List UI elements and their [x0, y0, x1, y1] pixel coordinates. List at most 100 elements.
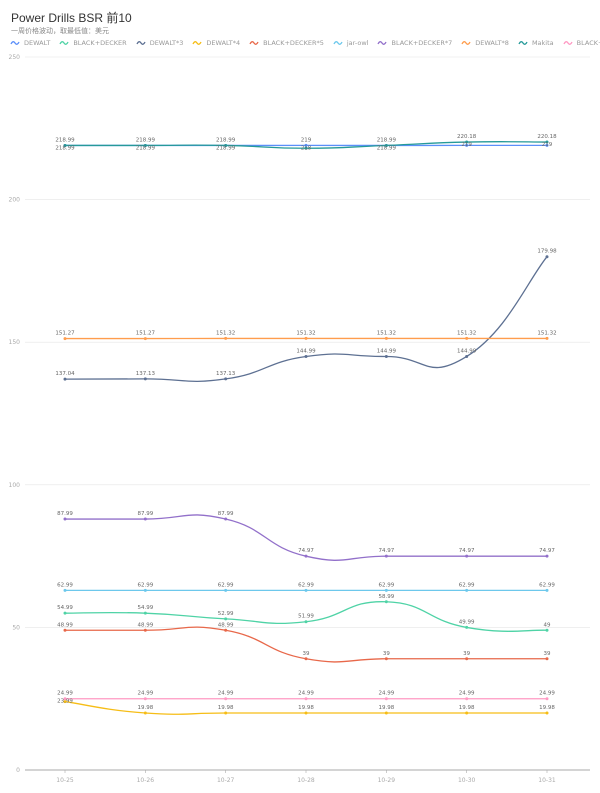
x-tick-label: 10-27	[217, 777, 235, 784]
data-point	[545, 697, 549, 701]
data-label: 24.99	[378, 691, 394, 697]
data-point	[143, 337, 147, 341]
data-label: 74.97	[298, 548, 314, 554]
data-label: 218.99	[216, 145, 236, 151]
data-point	[384, 697, 388, 701]
data-label: 218.99	[55, 137, 75, 143]
data-point	[465, 657, 469, 661]
legend-item[interactable]: DEWALT	[10, 39, 50, 47]
data-point	[465, 143, 469, 147]
data-point	[224, 697, 228, 701]
x-tick-label: 10-31	[538, 777, 556, 784]
data-label: 137.13	[216, 371, 236, 377]
data-point	[545, 657, 549, 661]
data-label: 218.99	[136, 137, 156, 143]
data-label: 24.99	[539, 691, 555, 697]
data-point	[224, 143, 228, 147]
data-label: 19.98	[378, 705, 394, 711]
legend-item[interactable]: BLACK+DECKER*10	[563, 39, 600, 47]
legend-item[interactable]: Makita	[518, 39, 554, 47]
data-point	[465, 588, 469, 592]
data-point	[143, 588, 147, 592]
data-point	[304, 620, 308, 624]
data-label: 49.99	[459, 619, 475, 625]
data-label: 62.99	[218, 582, 234, 588]
data-label: 87.99	[137, 511, 153, 517]
data-point	[304, 554, 308, 558]
data-point	[545, 588, 549, 592]
data-point	[224, 588, 228, 592]
data-point	[63, 611, 67, 615]
legend-label: DEWALT*3	[149, 39, 184, 47]
data-label: 39	[463, 651, 470, 657]
data-point	[63, 700, 67, 704]
data-label: 62.99	[298, 582, 314, 588]
data-point	[63, 377, 67, 381]
data-label: 137.13	[136, 371, 156, 377]
data-label: 218.99	[377, 145, 397, 151]
data-point	[384, 588, 388, 592]
data-label: 74.97	[378, 548, 394, 554]
data-point	[465, 697, 469, 701]
data-point	[224, 377, 228, 381]
data-point	[465, 625, 469, 629]
data-label: 58.99	[378, 594, 394, 600]
data-label: 19.98	[218, 705, 234, 711]
data-label: 19.98	[459, 705, 475, 711]
data-label: 151.27	[55, 331, 75, 337]
data-label: 151.32	[216, 330, 235, 336]
legend-item[interactable]: BLACK+DECKER	[59, 39, 127, 47]
legend-label: BLACK+DECKER*7	[391, 39, 453, 47]
data-label: 62.99	[137, 582, 153, 588]
data-label: 74.97	[459, 548, 475, 554]
legend-label: BLACK+DECKER*5	[263, 39, 324, 47]
data-label: 24.99	[57, 691, 73, 697]
legend-item[interactable]: BLACK+DECKER*5	[249, 39, 324, 47]
legend-item[interactable]: jar-owl	[333, 39, 368, 47]
legend-item[interactable]: DEWALT*8	[461, 39, 509, 47]
data-label: 144.99	[377, 348, 397, 354]
data-point	[304, 588, 308, 592]
data-label: 48.99	[137, 622, 153, 628]
chart-title: Power Drills BSR 前10	[11, 11, 132, 25]
y-tick-label: 200	[9, 197, 21, 204]
data-label: 48.99	[57, 622, 73, 628]
data-point	[63, 697, 67, 701]
data-label: 151.32	[377, 330, 396, 336]
data-label: 54.99	[137, 605, 153, 611]
data-point	[304, 354, 308, 358]
data-label: 151.32	[457, 330, 476, 336]
data-point	[304, 146, 308, 150]
data-label: 23.99	[57, 699, 73, 705]
data-label: 19.98	[298, 705, 314, 711]
data-label: 219	[461, 142, 472, 148]
legend-item[interactable]: DEWALT*4	[192, 39, 240, 47]
data-label: 19.98	[137, 705, 153, 711]
legend-line-icon	[563, 41, 573, 45]
data-point	[545, 554, 549, 558]
legend-item[interactable]: DEWALT*3	[136, 39, 184, 47]
data-point	[384, 600, 388, 604]
data-label: 48.99	[218, 622, 234, 628]
data-label: 74.97	[539, 548, 555, 554]
data-point	[304, 697, 308, 701]
legend-item[interactable]: BLACK+DECKER*7	[377, 39, 452, 47]
data-point	[304, 657, 308, 661]
data-label: 218	[301, 145, 312, 151]
data-label: 220.18	[537, 134, 557, 140]
data-point	[545, 143, 549, 147]
legend-label: DEWALT*8	[475, 39, 509, 47]
legend-line-icon	[59, 41, 69, 45]
data-point	[224, 517, 228, 521]
x-tick-label: 10-26	[137, 777, 155, 784]
data-label: 151.32	[537, 330, 556, 336]
data-label: 218.99	[55, 145, 75, 151]
y-tick-label: 0	[16, 767, 20, 774]
data-point	[384, 354, 388, 358]
data-point	[224, 628, 228, 632]
legend-label: Makita	[531, 39, 554, 47]
data-point	[63, 143, 67, 147]
legend-label: DEWALT*4	[206, 39, 241, 47]
x-tick-label: 10-30	[458, 777, 476, 784]
